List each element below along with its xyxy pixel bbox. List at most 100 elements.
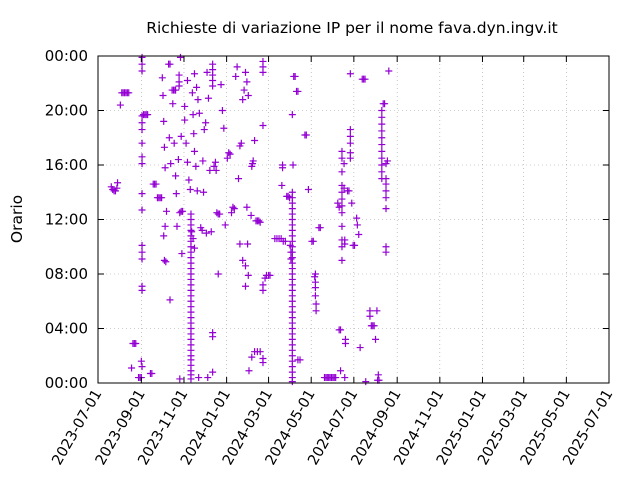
- data-point: [338, 188, 346, 196]
- data-point: [132, 339, 140, 347]
- data-point: [243, 78, 251, 86]
- x-ticks: 2023-07-012023-09-012023-11-012024-01-01…: [49, 56, 616, 468]
- data-point: [186, 186, 194, 194]
- data-point: [383, 157, 391, 165]
- data-point: [278, 181, 286, 189]
- data-point: [212, 166, 220, 174]
- data-point: [158, 74, 166, 82]
- data-point: [244, 240, 252, 248]
- y-tick-label: 08:00: [45, 265, 88, 283]
- data-point: [192, 162, 200, 170]
- data-point: [200, 188, 208, 196]
- data-point: [245, 367, 253, 375]
- data-point: [338, 154, 346, 162]
- data-point: [179, 207, 187, 215]
- data-point: [177, 132, 185, 140]
- data-point: [256, 218, 264, 226]
- data-point: [190, 244, 198, 252]
- data-point: [381, 100, 389, 108]
- data-point: [230, 205, 238, 213]
- data-point: [287, 255, 295, 263]
- data-point: [225, 149, 233, 157]
- data-point: [138, 206, 146, 214]
- data-point: [228, 209, 236, 217]
- data-point: [163, 207, 171, 215]
- data-point: [304, 186, 312, 194]
- data-point: [221, 221, 229, 229]
- data-point: [181, 116, 189, 124]
- data-point: [138, 126, 146, 134]
- data-point: [248, 353, 256, 361]
- data-point: [346, 154, 354, 162]
- data-point: [366, 307, 374, 315]
- data-point: [220, 124, 228, 132]
- data-point: [182, 139, 190, 147]
- data-point: [138, 241, 146, 249]
- data-point: [176, 375, 184, 383]
- data-point: [312, 300, 320, 308]
- data-point: [353, 214, 361, 222]
- data-point: [166, 296, 174, 304]
- data-point: [312, 307, 320, 315]
- data-point: [138, 119, 146, 127]
- data-point: [382, 187, 390, 195]
- data-point: [193, 187, 201, 195]
- data-point: [183, 77, 191, 85]
- data-point: [116, 101, 124, 109]
- data-point: [170, 139, 178, 147]
- data-point: [337, 326, 345, 334]
- data-point: [247, 211, 255, 219]
- data-point: [370, 322, 378, 330]
- data-point: [356, 344, 364, 352]
- data-point: [341, 374, 349, 382]
- data-point: [235, 175, 243, 183]
- chart-title: Richieste di variazione IP per il nome f…: [146, 19, 558, 37]
- data-point: [279, 164, 287, 172]
- data-point: [311, 270, 319, 278]
- data-point: [199, 157, 207, 165]
- data-point: [209, 82, 217, 90]
- data-point: [207, 228, 215, 236]
- data-point: [148, 369, 156, 377]
- data-point: [294, 87, 302, 95]
- data-point: [316, 224, 324, 232]
- data-point: [302, 131, 310, 139]
- data-point: [138, 67, 146, 75]
- data-point: [210, 162, 218, 170]
- data-point: [244, 271, 252, 279]
- data-point: [338, 147, 346, 155]
- data-point: [137, 357, 145, 365]
- data-point: [138, 363, 146, 371]
- data-point: [255, 217, 263, 225]
- data-point: [338, 222, 346, 230]
- data-point: [194, 96, 202, 104]
- data-point: [291, 72, 299, 80]
- data-point: [346, 70, 354, 78]
- data-point: [378, 161, 386, 169]
- data-point: [190, 70, 198, 78]
- data-point: [202, 119, 210, 127]
- data-point: [188, 228, 196, 236]
- data-point: [239, 256, 247, 264]
- data-point: [172, 190, 180, 198]
- data-point: [138, 153, 146, 161]
- data-point: [138, 190, 146, 198]
- data-point: [372, 335, 380, 343]
- data-point: [178, 250, 186, 258]
- data-point: [138, 255, 146, 263]
- data-point: [259, 359, 267, 367]
- data-point: [378, 168, 386, 176]
- data-point: [200, 126, 208, 134]
- data-point: [162, 258, 170, 266]
- data-point: [175, 82, 183, 90]
- data-point: [125, 89, 133, 97]
- data-point: [334, 199, 342, 207]
- data-point: [378, 127, 386, 135]
- data-point: [332, 374, 340, 382]
- data-point: [361, 75, 369, 83]
- data-point: [195, 109, 203, 117]
- data-point: [218, 107, 226, 114]
- data-point: [172, 172, 180, 180]
- data-point: [174, 156, 182, 164]
- data-points: [107, 53, 393, 386]
